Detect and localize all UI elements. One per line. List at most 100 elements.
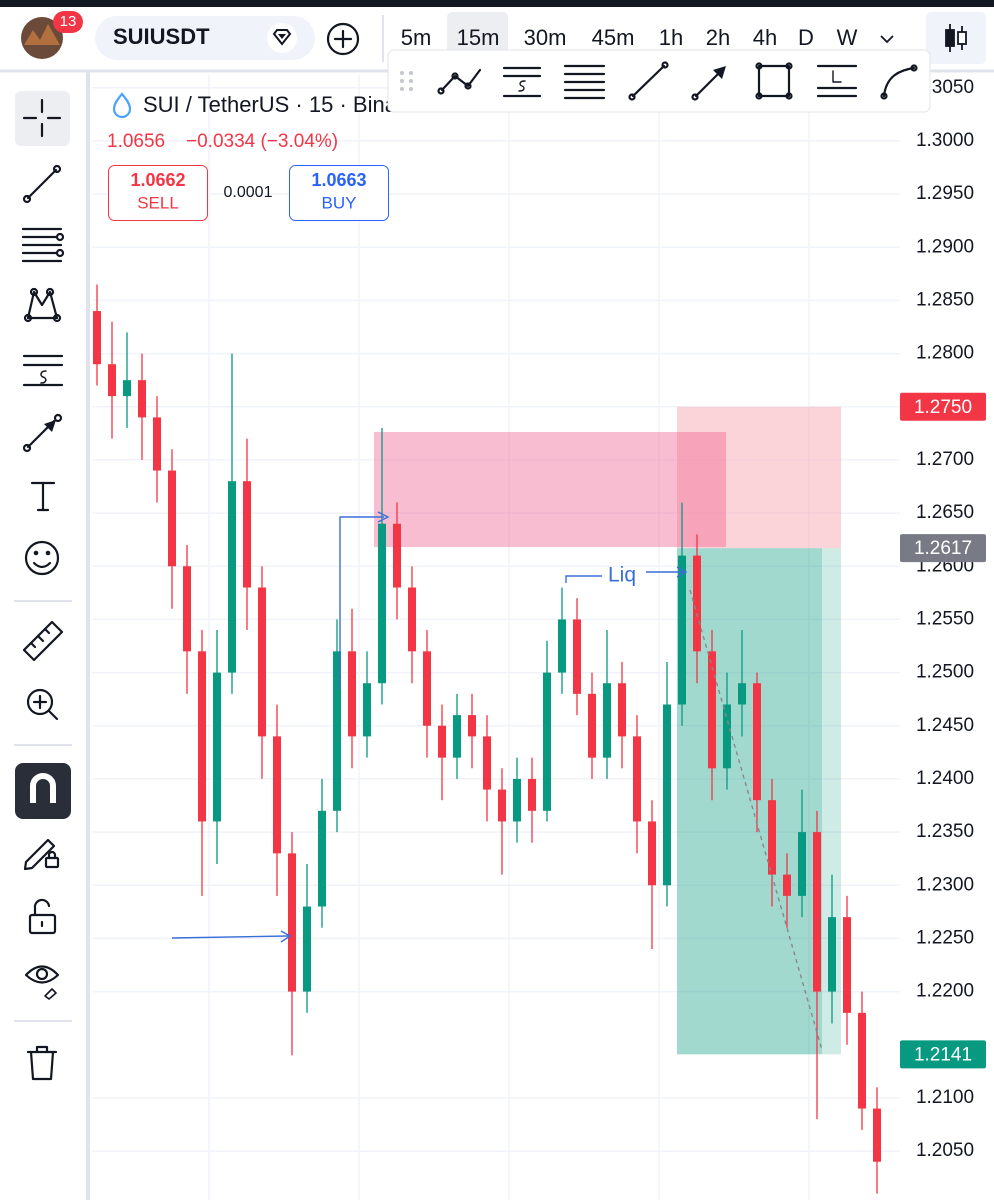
dt-rectangle[interactable] bbox=[755, 62, 793, 100]
price-tag-label: 1.2750 bbox=[914, 397, 972, 418]
tool-magnet-bg bbox=[15, 763, 71, 819]
candle-body bbox=[258, 587, 266, 737]
candle-body bbox=[678, 555, 686, 705]
tool-crosshair[interactable] bbox=[22, 98, 62, 138]
buy-label: BUY bbox=[322, 193, 357, 212]
candle-body bbox=[528, 778, 536, 811]
tool-delete[interactable] bbox=[26, 1045, 58, 1081]
candle-body bbox=[513, 778, 521, 822]
notification-badge bbox=[53, 11, 83, 33]
drag-handle[interactable] bbox=[400, 71, 413, 91]
candle-body bbox=[648, 821, 656, 886]
timeframe[interactable]: 15m bbox=[457, 25, 500, 50]
timeframe[interactable]: 2h bbox=[706, 25, 730, 50]
tool-selected-bg bbox=[15, 91, 70, 146]
tool-emoji[interactable] bbox=[24, 540, 60, 576]
price-tag bbox=[900, 392, 986, 421]
timeframe[interactable]: 45m bbox=[592, 25, 635, 50]
legend-title: SUI / TetherUS · 15 · Binance bbox=[143, 92, 432, 117]
arrow-line bbox=[339, 516, 384, 690]
drawings bbox=[171, 511, 823, 1051]
timeframe[interactable]: W bbox=[837, 25, 858, 50]
candle-body bbox=[468, 715, 476, 737]
candle-body bbox=[708, 651, 716, 769]
y-tick-label: 1.2400 bbox=[916, 768, 974, 789]
candle-body bbox=[153, 417, 161, 471]
candle-body bbox=[813, 832, 821, 992]
candle-body bbox=[183, 566, 191, 652]
tool-fib[interactable] bbox=[21, 227, 65, 263]
dt-fib[interactable] bbox=[563, 64, 606, 100]
y-tick-label: 1.2850 bbox=[916, 289, 974, 310]
candle-body bbox=[633, 736, 641, 822]
tool-text[interactable] bbox=[30, 481, 56, 512]
sell-button[interactable] bbox=[108, 165, 208, 221]
timeframe[interactable]: 4h bbox=[753, 25, 777, 50]
dt-trend-line[interactable] bbox=[628, 61, 669, 101]
candle-body bbox=[738, 683, 746, 705]
price-tags: 1.2750 1.2617 1.2141 bbox=[900, 392, 986, 1069]
price-axis: 1.2050 1.2100 1.2200 1.2250 1.2300 1.2350 1.24… bbox=[916, 77, 974, 1161]
tool-lock-drawing[interactable] bbox=[23, 838, 60, 871]
annotation-liq: Liq bbox=[608, 564, 636, 587]
candle-body bbox=[273, 736, 281, 854]
candle-body bbox=[318, 810, 326, 907]
timeframe[interactable]: D bbox=[798, 25, 814, 50]
tool-magnet[interactable] bbox=[30, 773, 56, 803]
timeframe-more[interactable] bbox=[880, 35, 894, 44]
chart-type-icon[interactable] bbox=[945, 24, 967, 52]
dt-long-position[interactable] bbox=[816, 64, 858, 98]
tool-prediction[interactable] bbox=[22, 354, 64, 387]
sell-label: SELL bbox=[137, 193, 179, 212]
diamond-icon[interactable] bbox=[267, 23, 297, 53]
tool-ruler[interactable] bbox=[22, 620, 64, 662]
y-tick-label: 1.2900 bbox=[916, 236, 974, 257]
arrow-line bbox=[565, 575, 602, 583]
timeframe[interactable]: 1h bbox=[659, 25, 683, 50]
candle-body bbox=[753, 683, 761, 801]
symbol-pill[interactable] bbox=[95, 16, 315, 60]
position-tool bbox=[677, 406, 841, 1055]
tool-visibility[interactable] bbox=[24, 965, 60, 1000]
y-tick-label: 1.2650 bbox=[916, 502, 974, 523]
candle-body bbox=[543, 672, 551, 811]
spread: 0.0001 bbox=[224, 184, 273, 201]
candle-body bbox=[828, 917, 836, 992]
dt-polyline[interactable] bbox=[437, 68, 482, 95]
timeframe[interactable]: 30m bbox=[524, 25, 567, 50]
dt-curve[interactable] bbox=[880, 64, 918, 100]
timeframe[interactable]: 5m bbox=[401, 25, 432, 50]
candle-body bbox=[408, 587, 416, 652]
tool-zoom[interactable] bbox=[26, 688, 59, 721]
candle-body bbox=[378, 523, 386, 684]
tool-trend-line[interactable] bbox=[22, 164, 62, 204]
candle-body bbox=[768, 800, 776, 875]
candle-body bbox=[618, 683, 626, 737]
buy-button[interactable] bbox=[289, 165, 389, 221]
candle-body bbox=[858, 1012, 866, 1109]
legend-quote: 1.0656 bbox=[107, 131, 165, 152]
candle-body bbox=[138, 380, 146, 418]
dt-arrow[interactable] bbox=[691, 66, 727, 101]
left-toolbar bbox=[0, 72, 86, 1200]
price-tag bbox=[900, 1040, 986, 1069]
candle-body bbox=[168, 470, 176, 567]
dt-prediction[interactable] bbox=[502, 66, 542, 98]
candle-body bbox=[483, 736, 491, 790]
add-symbol[interactable] bbox=[326, 22, 360, 56]
price-tag bbox=[900, 534, 986, 563]
candle-body bbox=[498, 789, 506, 822]
y-tick-label: 1.2550 bbox=[916, 608, 974, 629]
candle-body bbox=[798, 832, 806, 896]
tool-arrow[interactable] bbox=[22, 413, 63, 453]
y-tick-label: 1.2250 bbox=[916, 927, 974, 948]
candle-body bbox=[288, 853, 296, 992]
tool-pattern[interactable] bbox=[23, 287, 62, 323]
arrow-head bbox=[377, 511, 390, 523]
candle-body bbox=[123, 380, 131, 397]
arrow-head bbox=[676, 566, 688, 578]
y-tick-label: 1.2050 bbox=[916, 1140, 974, 1161]
tool-lock[interactable] bbox=[28, 898, 57, 935]
